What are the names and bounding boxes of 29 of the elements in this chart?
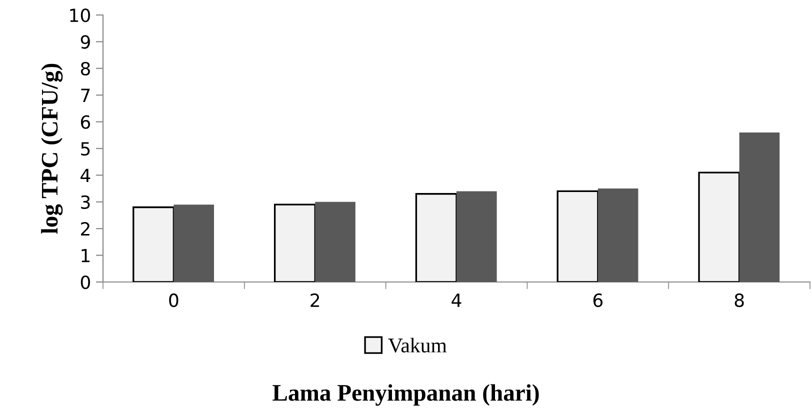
bar: [556, 190, 599, 282]
y-tick-label: 1: [82, 248, 90, 262]
y-tick-label: 2: [81, 222, 90, 236]
y-tick-label: 5: [81, 142, 90, 156]
x-tick-label: 2: [310, 293, 320, 307]
y-tick-label: 9: [80, 35, 90, 49]
y-tick-label: 0: [80, 275, 90, 290]
bar: [598, 188, 638, 282]
y-tick-label: 6: [80, 115, 90, 129]
x-axis-title: Lama Penyimpanan (hari): [272, 384, 539, 406]
y-tick-label: 4: [80, 168, 90, 182]
bar: [456, 191, 497, 282]
legend-label: Vakum: [388, 338, 447, 353]
y-axis-title: log TPC (CFU/g): [41, 64, 63, 234]
y-tick-label: 8: [80, 62, 90, 76]
bar: [274, 204, 316, 282]
bar: [315, 202, 356, 282]
bar: [415, 193, 458, 282]
x-tick-label: 4: [452, 294, 462, 307]
x-tick-label: 0: [169, 293, 178, 308]
y-tick-label: 3: [81, 195, 90, 210]
bar: [132, 206, 175, 282]
bar: [739, 132, 780, 282]
bar: [174, 204, 214, 282]
y-tick-label: 10: [70, 8, 90, 22]
x-tick-label: 6: [593, 293, 603, 308]
y-tick-label: 7: [81, 88, 90, 102]
bar: [698, 172, 740, 282]
x-tick-label: 8: [734, 293, 744, 308]
